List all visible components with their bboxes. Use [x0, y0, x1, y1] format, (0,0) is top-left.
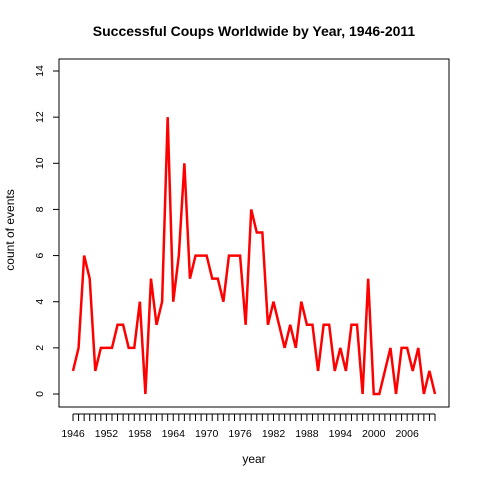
y-tick-label: 2 — [34, 345, 46, 351]
data-point — [400, 347, 402, 349]
x-tick-label: 1976 — [228, 428, 252, 440]
data-point — [233, 254, 235, 256]
data-point — [178, 254, 180, 256]
data-point — [228, 254, 230, 256]
x-tick-label: 1970 — [195, 428, 219, 440]
data-point — [139, 301, 141, 303]
data-point — [300, 301, 302, 303]
data-point — [322, 324, 324, 326]
data-point — [161, 301, 163, 303]
data-point — [250, 208, 252, 210]
data-point — [417, 347, 419, 349]
data-point — [306, 324, 308, 326]
data-point — [89, 277, 91, 279]
y-tick-label: 6 — [34, 252, 46, 258]
data-point — [133, 347, 135, 349]
data-point — [334, 370, 336, 372]
data-point — [217, 277, 219, 279]
data-point — [239, 254, 241, 256]
series-layer — [71, 116, 437, 396]
data-point — [105, 347, 107, 349]
data-point — [144, 393, 146, 395]
data-point — [423, 393, 425, 395]
data-point — [384, 370, 386, 372]
x-tick-label: 1964 — [162, 428, 186, 440]
data-point — [244, 324, 246, 326]
data-point — [373, 393, 375, 395]
data-point — [317, 370, 319, 372]
data-point — [127, 347, 129, 349]
data-point — [295, 347, 297, 349]
data-point — [122, 324, 124, 326]
data-point — [194, 254, 196, 256]
data-point — [155, 324, 157, 326]
data-point — [283, 347, 285, 349]
data-point — [116, 324, 118, 326]
x-tick-label: 1958 — [128, 428, 152, 440]
y-axis-label: count of events — [3, 189, 17, 270]
y-axis: 0 2 4 6 8 10 12 14 — [34, 65, 60, 397]
data-point — [189, 277, 191, 279]
y-tick-label: 4 — [34, 299, 46, 305]
data-point — [350, 324, 352, 326]
data-point — [261, 231, 263, 233]
data-point — [222, 301, 224, 303]
data-point — [367, 277, 369, 279]
x-tick-label: 1982 — [262, 428, 286, 440]
data-point — [183, 162, 185, 164]
data-point — [345, 370, 347, 372]
data-point — [412, 370, 414, 372]
data-point — [289, 324, 291, 326]
series-line — [71, 117, 437, 396]
x-tick-label: 1988 — [295, 428, 319, 440]
data-point — [256, 231, 258, 233]
data-point — [100, 347, 102, 349]
data-point — [94, 370, 96, 372]
data-point — [205, 254, 207, 256]
x-tick-label: 1952 — [95, 428, 119, 440]
x-tick-label: 2006 — [395, 428, 419, 440]
data-point — [150, 277, 152, 279]
data-point — [339, 347, 341, 349]
data-point — [434, 393, 436, 395]
data-point — [361, 393, 363, 395]
data-point — [166, 116, 168, 118]
data-point — [111, 347, 113, 349]
data-point — [172, 301, 174, 303]
data-point — [311, 324, 313, 326]
data-point — [395, 393, 397, 395]
y-tick-label: 8 — [34, 206, 46, 212]
data-point — [83, 254, 85, 256]
data-point — [211, 277, 213, 279]
data-point — [356, 324, 358, 326]
x-tick-label: 1946 — [61, 428, 85, 440]
chart-title: Successful Coups Worldwide by Year, 1946… — [93, 23, 416, 39]
data-point — [328, 324, 330, 326]
data-point — [378, 393, 380, 395]
data-point — [272, 301, 274, 303]
x-tick-label: 1994 — [329, 428, 353, 440]
data-point — [267, 324, 269, 326]
y-tick-label: 12 — [34, 111, 46, 123]
y-tick-label: 0 — [34, 391, 46, 397]
x-tick-label: 2000 — [362, 428, 386, 440]
y-tick-label: 10 — [34, 157, 46, 169]
data-point — [278, 324, 280, 326]
y-tick-label: 14 — [34, 65, 46, 77]
data-point — [389, 347, 391, 349]
data-point — [406, 347, 408, 349]
data-point — [72, 370, 74, 372]
data-point — [200, 254, 202, 256]
x-axis: 1946 1952 1958 1964 1970 1976 1982 1988 1994 2000… — [61, 413, 436, 440]
x-axis-label: year — [242, 452, 265, 466]
data-point — [428, 370, 430, 372]
data-point — [77, 347, 79, 349]
